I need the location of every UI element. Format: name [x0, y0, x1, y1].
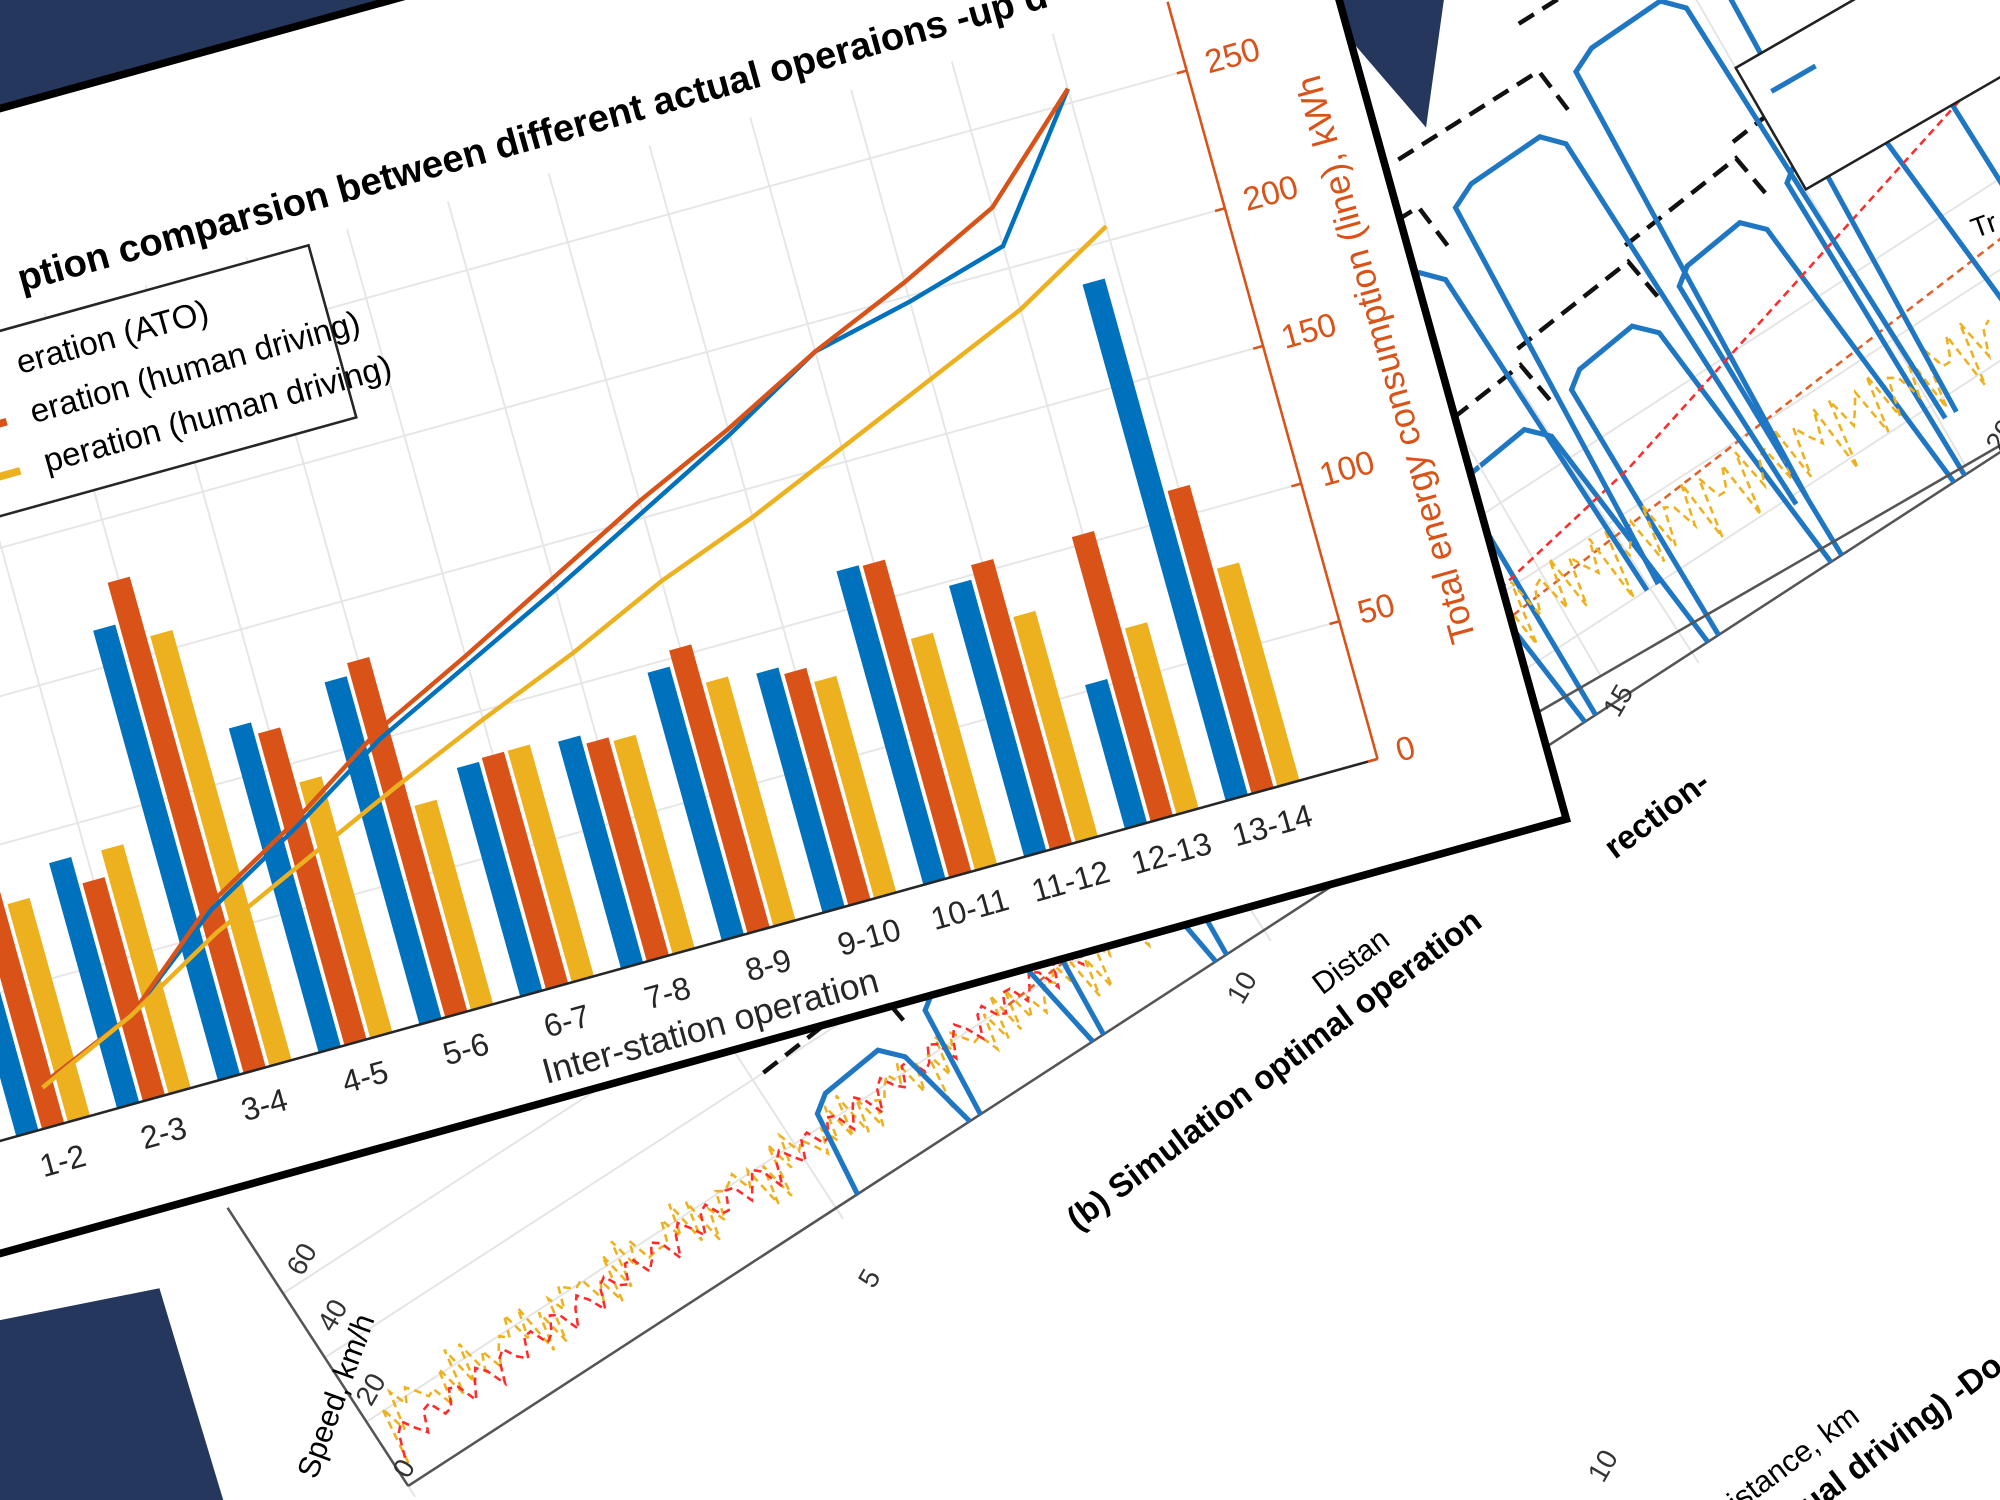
- panel-curve: [1516, 258, 1664, 351]
- x-axis: [0, 757, 1378, 1162]
- bar: [784, 667, 871, 906]
- bar: [971, 558, 1073, 850]
- y2-tick: [1329, 620, 1340, 626]
- bar: [1216, 562, 1300, 787]
- bar: [299, 776, 393, 1039]
- bar: [613, 734, 695, 955]
- legend-box: [0, 243, 358, 658]
- bar: [586, 737, 669, 962]
- panel-grid: [1510, 373, 1700, 664]
- panel-curve: [1572, 0, 1948, 500]
- legend-swatch: [0, 467, 22, 490]
- panel-legend: [1733, 0, 2000, 192]
- bar: [107, 576, 266, 1074]
- panel-curve: [1408, 362, 1556, 454]
- panel-axis: [407, 303, 2000, 1488]
- y2-axis: [1166, 1, 1379, 760]
- bar: [647, 666, 744, 941]
- panel-curve: [1452, 134, 1799, 586]
- bar: [324, 676, 442, 1025]
- bar: [0, 903, 39, 1137]
- bar: [82, 877, 166, 1102]
- bar: [93, 624, 241, 1081]
- y2-tick: [1291, 482, 1302, 488]
- bar: [1071, 530, 1173, 822]
- bar: [0, 877, 65, 1130]
- panel-axis: [226, 1207, 410, 1487]
- y2-tick: [1252, 344, 1264, 350]
- bar: [257, 727, 367, 1046]
- bar: [1167, 484, 1274, 794]
- navy-shape: [0, 1288, 224, 1500]
- panel-noise: [381, 924, 1151, 1464]
- y2-tick: [1367, 757, 1378, 763]
- line: [40, 87, 1070, 1087]
- grid-line: [0, 482, 1302, 887]
- grid-line: [0, 345, 1264, 749]
- bar: [1085, 678, 1148, 829]
- bar: [481, 751, 569, 990]
- bar: [862, 559, 972, 878]
- line: [41, 224, 1108, 1090]
- bar: [669, 644, 770, 934]
- bar: [558, 735, 644, 969]
- panel-curve: [1623, 155, 1771, 248]
- grid-line: [0, 207, 1226, 611]
- panel-curve: [1397, 68, 1572, 162]
- bar: [346, 656, 468, 1018]
- bar: [456, 761, 543, 997]
- bar: [1124, 622, 1199, 815]
- bar: [814, 675, 897, 899]
- bar: [414, 799, 494, 1011]
- bar: [150, 630, 292, 1067]
- panel-noise: [1379, 319, 1992, 751]
- bar: [228, 722, 341, 1053]
- bar: [949, 579, 1047, 857]
- bar: [1013, 610, 1098, 843]
- bar: [705, 676, 796, 927]
- panel-curve: [814, 1047, 972, 1196]
- grid-line: [0, 69, 1187, 474]
- bar: [836, 565, 946, 885]
- panel-curve: [1676, 219, 1956, 557]
- y2-tick: [1176, 69, 1188, 75]
- bar: [1082, 278, 1248, 802]
- panel-curve: [1693, 0, 2000, 414]
- bar: [507, 744, 594, 983]
- panel-noise: [397, 914, 1132, 1458]
- chart-card: [0, 0, 1572, 1346]
- panel-curve: [1568, 323, 1833, 637]
- line: [40, 87, 1070, 1087]
- bar: [49, 857, 140, 1109]
- bar: [101, 844, 191, 1095]
- bar: [756, 667, 845, 913]
- y2-tick: [1214, 207, 1226, 213]
- panel-curve: [1276, 203, 1452, 298]
- bar: [910, 632, 998, 871]
- panel-legend-line: [1770, 63, 1817, 94]
